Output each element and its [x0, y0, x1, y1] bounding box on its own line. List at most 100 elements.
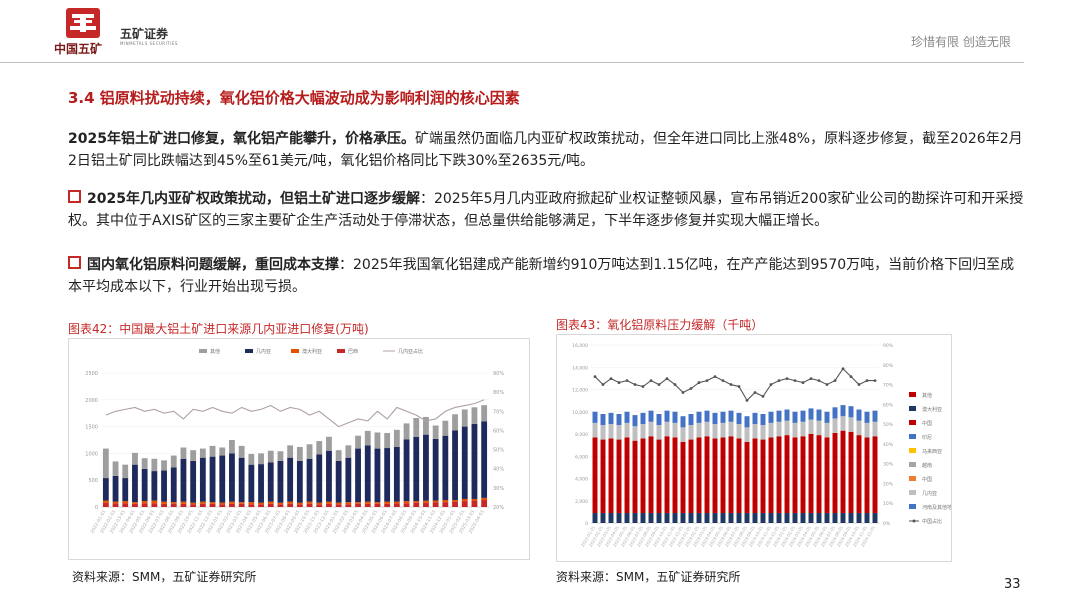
- chart-2-y-tick-label: 6,000: [575, 454, 588, 460]
- chart-2-bar-segment: [840, 430, 846, 513]
- chart-2-bar-segment: [696, 411, 702, 423]
- chart-1-bar-segment: [151, 500, 158, 504]
- chart-2-bar-segment: [784, 409, 790, 421]
- chart-2-bar-segment: [664, 421, 670, 437]
- chart-1-bar-segment: [248, 453, 255, 465]
- chart-2-bar-segment: [744, 416, 750, 428]
- chart-1-legend-swatch: [337, 349, 345, 353]
- chart-2-y2-tick-label: 20%: [883, 481, 894, 487]
- chart-2-bar-segment: [784, 512, 790, 523]
- chart-1-bar-segment: [219, 447, 226, 456]
- chart-1-y-tick-label: 1000: [85, 451, 98, 457]
- chart-2-legend-label: 澳大利亚: [922, 406, 942, 413]
- chart-1-y2-tick-label: 60%: [493, 428, 504, 434]
- chart-2-bar-segment: [608, 512, 614, 523]
- chart-2-bar-segment: [808, 434, 814, 513]
- chart-2-legend-swatch: [909, 448, 916, 453]
- chart-2-bar-segment: [808, 408, 814, 420]
- chart-1-bar-segment: [296, 502, 303, 505]
- chart-2-bar-segment: [864, 437, 870, 513]
- chart-2-bar-segment: [648, 410, 654, 422]
- chart-2-bar-segment: [824, 411, 830, 423]
- chart-1-bar-segment: [161, 503, 167, 507]
- chart-2-bar-segment: [776, 512, 782, 523]
- chart-1-bar-segment: [364, 430, 371, 446]
- chart-1-bar-segment: [393, 501, 400, 504]
- chart-2-bar-segment: [608, 423, 614, 439]
- chart-2-bar-segment: [712, 438, 718, 513]
- chart-2-bar-segment: [688, 439, 694, 513]
- chart-1-y2-tick-label: 70%: [493, 409, 504, 415]
- chart-1-bar-segment: [335, 460, 342, 503]
- chart-2-bar-segment: [792, 437, 798, 513]
- chart-1-bar-segment: [102, 448, 109, 479]
- chart-2-bar-segment: [592, 422, 598, 438]
- chart-1-bar-segment: [122, 478, 129, 502]
- chart-1-bar-segment: [190, 502, 197, 505]
- chart-2-ratio-point: [625, 379, 629, 382]
- chart-1-bar-segment: [355, 435, 361, 449]
- chart-2-bar-segment: [832, 432, 838, 513]
- chart-2-ratio-point: [801, 381, 805, 384]
- chart-2-bar-segment: [600, 425, 606, 440]
- chart-2-bar-segment: [856, 420, 862, 436]
- chart-1-bar-segment: [209, 503, 216, 507]
- chart-2-bar-segment: [632, 426, 638, 441]
- chart-2-bar-segment: [592, 512, 598, 523]
- chart-2-source: 资料来源：SMM，五矿证券研究所: [556, 570, 741, 584]
- chart-1-bar-segment: [374, 503, 381, 507]
- chart-2-bar-segment: [752, 438, 758, 513]
- chart-1-bar-segment: [384, 448, 391, 502]
- chart-1-bar-segment: [355, 448, 361, 503]
- brand-subtitle: MINMETALS SECURITIES: [120, 41, 178, 46]
- chart-1-bar-segment: [481, 421, 488, 498]
- chart-2-bar-segment: [832, 407, 838, 419]
- chart-1-bar-segment: [345, 457, 352, 503]
- chart-1-bar-segment: [413, 436, 420, 502]
- chart-1-bar-segment: [403, 501, 410, 504]
- chart-1-bar-segment: [403, 503, 410, 507]
- chart-2-bar-segment: [864, 411, 870, 423]
- chart-1-bar-segment: [296, 460, 303, 503]
- chart-2-bar-segment: [752, 412, 758, 424]
- chart-2-y-tick-label: 16,000: [572, 343, 588, 349]
- chart-1-bar-segment: [209, 456, 216, 503]
- chart-1-bar-segment: [132, 452, 138, 465]
- chart-1-y2-tick-label: 20%: [493, 505, 504, 511]
- chart-1-bar-segment: [238, 503, 245, 507]
- chart-2-ratio-point: [737, 385, 741, 388]
- chart-2-legend-marker: [912, 519, 916, 523]
- chart-2-bar-segment: [776, 410, 782, 422]
- chart-2-bar-segment: [816, 512, 822, 523]
- chart-1-bar-segment: [258, 464, 264, 503]
- chart-1-bar-segment: [306, 503, 313, 507]
- chart-2-y2-tick-label: 0%: [883, 521, 891, 527]
- chart-2-bar-segment: [800, 410, 806, 422]
- chart-2-bar-segment: [616, 413, 622, 426]
- chart-2-bar-segment: [648, 436, 654, 513]
- chart-1-bar-segment: [180, 458, 187, 502]
- chart-2-bar-segment: [616, 425, 622, 440]
- chart-2-legend-swatch: [909, 434, 916, 439]
- chart-2-bar-segment: [640, 412, 646, 424]
- chart-1-bar-segment: [219, 502, 226, 505]
- chart-1-bar-segment: [432, 500, 439, 503]
- chart-2-ratio-point: [657, 383, 661, 386]
- chart-1-bar-segment: [413, 418, 420, 437]
- chart-1-bar-segment: [112, 503, 119, 507]
- chart-2-bar-segment: [760, 439, 766, 513]
- bullet-item-1: 2025年几内亚矿权政策扰动，但铝土矿进口逐步缓解：2025年5月几内亚政府掀起…: [68, 188, 1028, 232]
- chart-1-bar-segment: [374, 432, 381, 449]
- chart-1-bar-segment: [471, 423, 478, 499]
- chart-1-legend-label: 几内亚占比: [398, 348, 423, 355]
- chart-2-bar-segment: [744, 441, 750, 513]
- chart-2-y2-tick-label: 40%: [883, 442, 894, 448]
- chart-2-y-tick-label: 10,000: [572, 410, 588, 416]
- chart-2-bar-segment: [768, 512, 774, 523]
- chart-1-legend-label: 澳大利亚: [302, 348, 322, 355]
- chart-2-legend-label: 中国: [922, 420, 932, 427]
- chart-2-bar-segment: [800, 421, 806, 437]
- chart-2-bar-segment: [600, 439, 606, 513]
- chart-2-bar-segment: [856, 435, 862, 513]
- chart-1-bar-segment: [403, 423, 410, 440]
